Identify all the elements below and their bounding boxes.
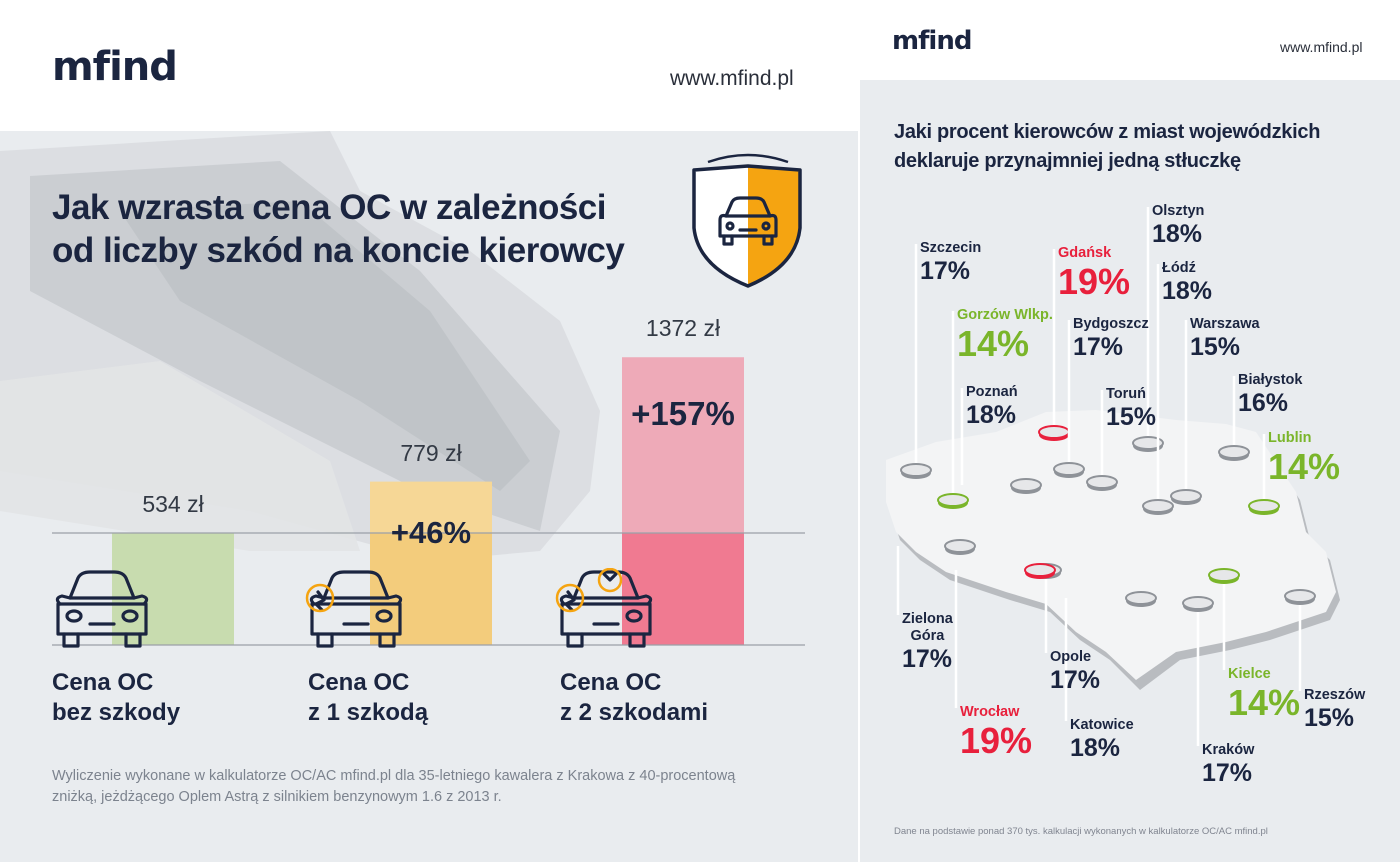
- city-marker: [1284, 589, 1316, 605]
- map-footnote: Dane na podstawie ponad 370 tys. kalkula…: [894, 826, 1268, 837]
- city-marker: [1142, 499, 1174, 515]
- category-label: Cena OC bez szkody: [52, 669, 181, 726]
- bar-value-label: 1372 zł: [645, 315, 721, 342]
- city-label: Opole 17%: [1050, 649, 1101, 694]
- city-marker: [1208, 568, 1240, 584]
- city-marker: [1125, 591, 1157, 607]
- bar-2-base: [370, 533, 492, 645]
- city-marker: [1170, 489, 1202, 505]
- city-label: Kielce 14%: [1228, 666, 1301, 723]
- wallet-background-illustration: [0, 131, 600, 561]
- bar-1-base: [112, 533, 234, 645]
- city-marker: [1182, 596, 1214, 612]
- city-marker: [1132, 436, 1164, 452]
- bar-3-increase: [622, 357, 744, 533]
- city-label: Poznań 18%: [966, 384, 1018, 429]
- title-line-2: od liczby szkód na koncie kierowcy: [52, 231, 625, 270]
- city-marker: [944, 539, 976, 555]
- city-marker: [1053, 462, 1085, 478]
- city-label: Warszawa 15%: [1190, 316, 1260, 361]
- city-marker: [900, 463, 932, 479]
- calculation-footnote: Wyliczenie wykonane w kalkulatorze OC/AC…: [52, 768, 736, 805]
- map-title: Jaki procent kierowców z miast wojewódzk…: [894, 121, 1321, 172]
- website-url-small[interactable]: www.mfind.pl: [1280, 39, 1363, 55]
- left-infographic: mfind www.mfind.pl Jak wzrasta cena OC w…: [0, 0, 858, 862]
- bar-increase-label: +46%: [390, 515, 472, 550]
- city-label: Olsztyn 18%: [1152, 203, 1205, 248]
- city-label: Lublin 14%: [1268, 430, 1341, 487]
- city-label: Rzeszów 15%: [1304, 687, 1366, 732]
- city-label: Bydgoszcz 17%: [1073, 316, 1149, 361]
- city-marker: [1218, 445, 1250, 461]
- page-title: Jak wzrasta cena OC w zależności od licz…: [52, 186, 625, 272]
- city-marker: [1248, 499, 1280, 515]
- city-label: Toruń 15%: [1106, 386, 1157, 431]
- city-label: Kraków 17%: [1202, 742, 1255, 787]
- right-infographic: mfind www.mfind.pl Jaki procent kierowcó…: [860, 0, 1400, 862]
- city-label: Zielona Góra 17%: [902, 611, 953, 673]
- car-no-damage-icon: [55, 570, 149, 648]
- bar-value-label: 534 zł: [142, 491, 204, 517]
- city-marker: [1038, 425, 1070, 441]
- city-label: Gorzów Wlkp. 14%: [957, 307, 1053, 364]
- poland-map: [886, 207, 1340, 746]
- city-marker: [937, 493, 969, 509]
- city-label: Łódź 18%: [1162, 260, 1213, 305]
- website-url[interactable]: www.mfind.pl: [670, 67, 794, 90]
- category-label: Cena OC z 1 szkodą: [308, 669, 429, 726]
- city-marker: [1024, 563, 1056, 579]
- city-label: Gdańsk 19%: [1058, 245, 1131, 302]
- bar-3-base: [622, 533, 744, 645]
- city-label: Wrocław 19%: [960, 704, 1033, 761]
- car-two-damages-icon: [555, 568, 653, 648]
- bar-increase-label: +157%: [631, 395, 735, 433]
- car-one-damage-icon: [305, 570, 403, 648]
- category-label: Cena OC z 2 szkodami: [560, 669, 709, 726]
- bar-2-increase: [370, 481, 492, 533]
- city-marker: [1086, 475, 1118, 491]
- bar-value-label: 779 zł: [400, 439, 462, 466]
- mfind-logo[interactable]: mfind: [52, 44, 178, 90]
- city-marker: [1010, 478, 1042, 494]
- title-line-1: Jak wzrasta cena OC w zależności: [52, 188, 606, 227]
- left-header: [0, 0, 858, 131]
- city-label: Białystok 16%: [1238, 372, 1303, 417]
- mfind-logo-small[interactable]: mfind: [892, 26, 972, 56]
- price-bar-chart: [52, 357, 805, 646]
- shield-car-icon: [692, 153, 802, 288]
- city-label: Katowice 18%: [1070, 717, 1134, 762]
- city-label: Szczecin 17%: [920, 240, 982, 285]
